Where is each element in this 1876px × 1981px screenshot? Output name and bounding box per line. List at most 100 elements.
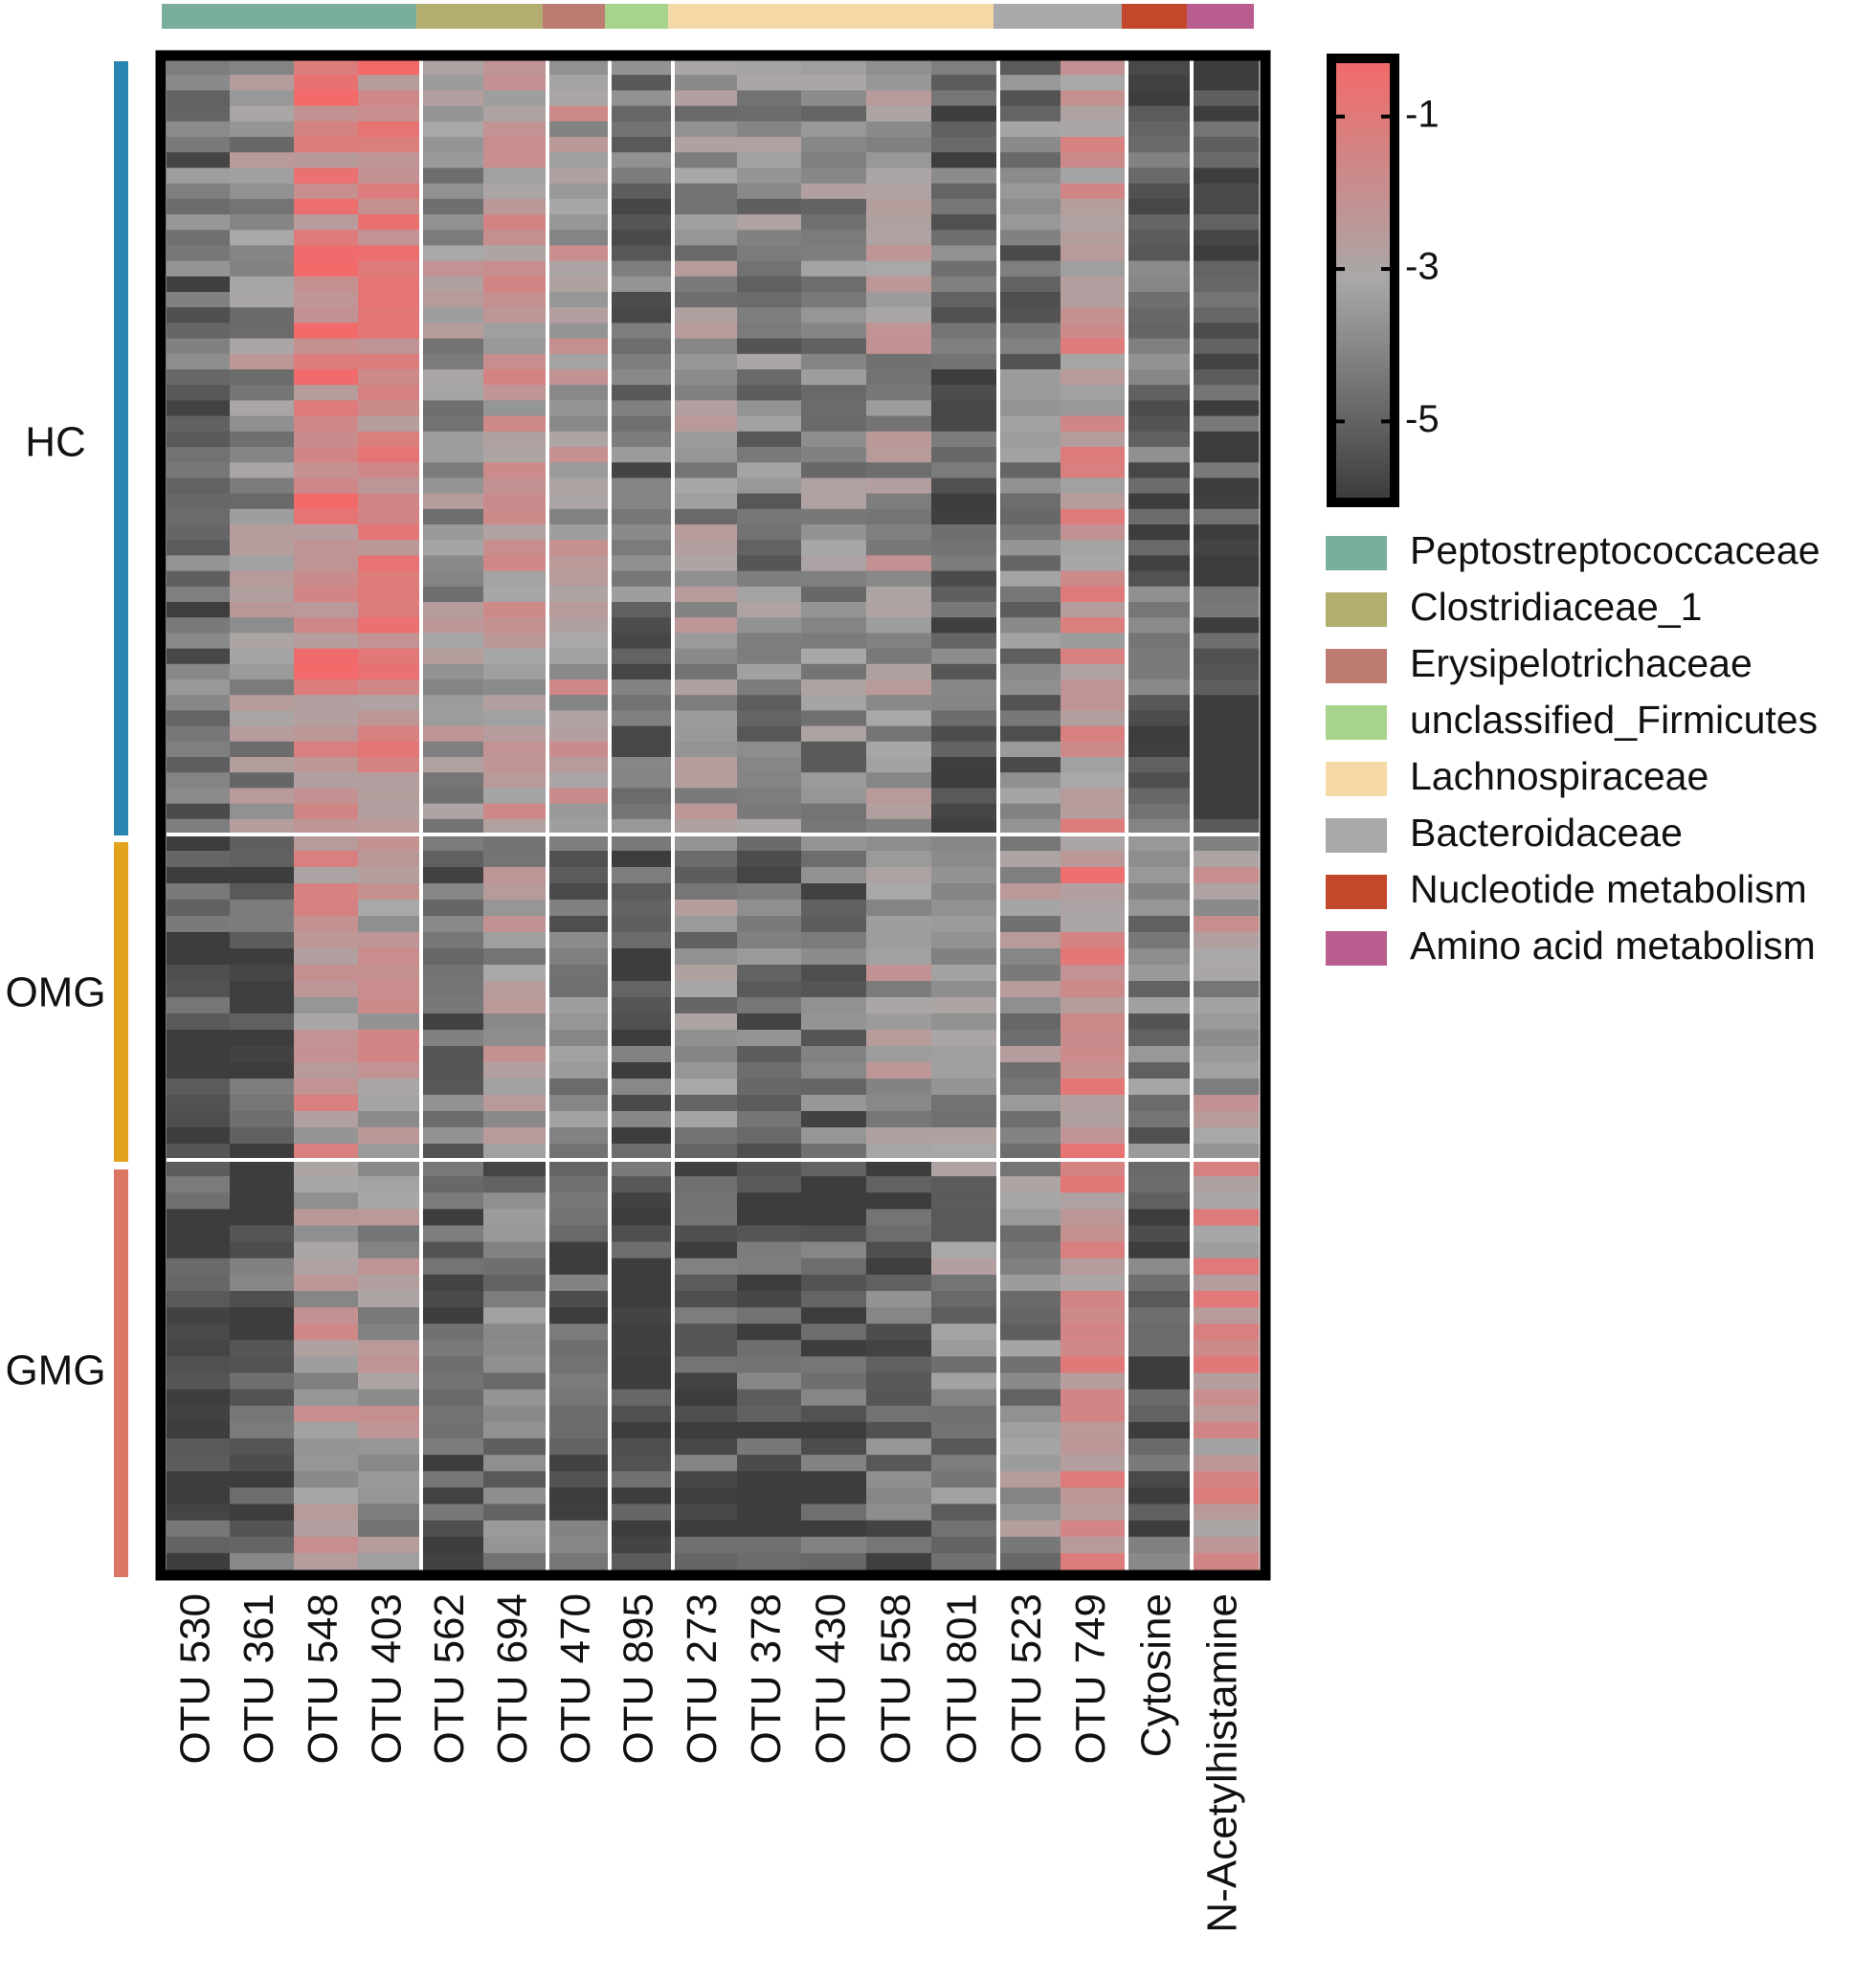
heatmap-cell <box>610 617 674 634</box>
heatmap-cell <box>421 981 484 998</box>
heatmap-cell <box>610 276 674 293</box>
heatmap-cell <box>230 757 295 773</box>
heatmap-cell <box>1127 353 1193 370</box>
heatmap-cell <box>483 369 548 386</box>
heatmap-cell <box>673 338 738 355</box>
heatmap-cell <box>673 400 738 417</box>
heatmap-cell <box>230 121 295 138</box>
heatmap-cell <box>737 1095 802 1112</box>
heatmap-cell <box>167 1225 231 1243</box>
heatmap-cell <box>801 338 867 355</box>
heatmap-cell <box>673 633 738 650</box>
heatmap-cell <box>801 137 867 153</box>
heatmap-cell <box>737 900 802 917</box>
heatmap-cell <box>998 1013 1061 1031</box>
heatmap-cell <box>167 478 231 495</box>
row-group-bar-segment <box>114 61 128 835</box>
heatmap-cell <box>801 75 867 91</box>
heatmap-cell <box>931 1258 999 1276</box>
heatmap-cell <box>483 1144 548 1161</box>
heatmap-cell <box>1192 400 1260 417</box>
heatmap-cell <box>610 1356 674 1374</box>
heatmap-cell <box>998 1046 1061 1063</box>
heatmap-cell <box>483 105 548 122</box>
heatmap-cell <box>737 617 802 634</box>
heatmap-cell <box>998 493 1061 510</box>
heatmap-cell <box>483 1127 548 1145</box>
heatmap-cell <box>230 540 295 556</box>
heatmap-cell <box>610 1307 674 1324</box>
heatmap-cell <box>1192 198 1260 215</box>
heatmap-cell <box>931 948 999 966</box>
heatmap-cell <box>931 1372 999 1391</box>
heatmap-cell <box>801 555 867 572</box>
heatmap-cell <box>483 524 548 541</box>
heatmap-cell <box>230 152 295 168</box>
heatmap-cell <box>866 1503 932 1522</box>
column-label: OTU 523 <box>1003 1593 1050 1765</box>
heatmap-cell <box>230 400 295 417</box>
heatmap-cell <box>1127 586 1193 603</box>
heatmap-cell <box>931 167 999 185</box>
heatmap-cell <box>737 648 802 665</box>
heatmap-cell <box>358 1487 422 1505</box>
heatmap-cell <box>931 369 999 386</box>
heatmap-cell <box>801 260 867 278</box>
heatmap-cell <box>358 1013 422 1031</box>
heatmap-cell <box>294 415 359 433</box>
heatmap-cell <box>421 524 484 541</box>
heatmap-cell <box>801 167 867 185</box>
heatmap-cell <box>547 385 611 401</box>
heatmap-cell <box>673 1258 738 1276</box>
heatmap-cell <box>167 1389 231 1407</box>
heatmap-cell <box>294 851 359 868</box>
heatmap-cell <box>1061 1274 1128 1292</box>
heatmap-cell <box>801 818 867 835</box>
heatmap-cell <box>167 818 231 835</box>
heatmap-cell <box>1192 1372 1260 1391</box>
heatmap-cell <box>737 245 802 262</box>
heatmap-cell <box>294 1013 359 1031</box>
heatmap-cell <box>547 1372 611 1391</box>
heatmap-cell <box>1192 230 1260 246</box>
heatmap-cell <box>1127 338 1193 355</box>
heatmap-cell <box>610 493 674 510</box>
heatmap-cell <box>610 338 674 355</box>
heatmap-cell <box>358 851 422 868</box>
heatmap-cell <box>358 260 422 278</box>
row-group-bar <box>114 61 128 1577</box>
heatmap-cell <box>1192 524 1260 541</box>
heatmap-cell <box>167 900 231 917</box>
heatmap-cell <box>483 214 548 231</box>
heatmap-cell <box>1061 183 1128 200</box>
heatmap-cell <box>737 757 802 773</box>
heatmap-cell <box>1192 245 1260 262</box>
heatmap-cell <box>610 1405 674 1423</box>
heatmap-cell <box>1061 385 1128 401</box>
heatmap-cell <box>1061 75 1128 91</box>
heatmap-cell <box>998 1209 1061 1227</box>
heatmap-cell <box>998 1421 1061 1439</box>
heatmap-cell <box>421 835 484 852</box>
heatmap-cell <box>737 1536 802 1554</box>
heatmap-cell <box>1192 1274 1260 1292</box>
heatmap-cell <box>547 400 611 417</box>
heatmap-cell <box>358 948 422 966</box>
heatmap-cell <box>483 1438 548 1456</box>
heatmap-cell <box>421 1176 484 1193</box>
heatmap-cell <box>421 679 484 696</box>
heatmap-cell <box>673 260 738 278</box>
heatmap-cell <box>866 276 932 293</box>
heatmap-cell <box>737 1079 802 1096</box>
heatmap-cell <box>483 757 548 773</box>
heatmap-cell <box>167 230 231 246</box>
heatmap-cell <box>673 415 738 433</box>
heatmap-cell <box>167 121 231 138</box>
heatmap-cell <box>1192 431 1260 448</box>
heatmap-cell <box>1192 633 1260 650</box>
heatmap-cell <box>673 1552 738 1570</box>
heatmap-cell <box>421 883 484 901</box>
heatmap-cell <box>230 447 295 463</box>
heatmap-cell <box>167 948 231 966</box>
heatmap-cell <box>167 1079 231 1096</box>
